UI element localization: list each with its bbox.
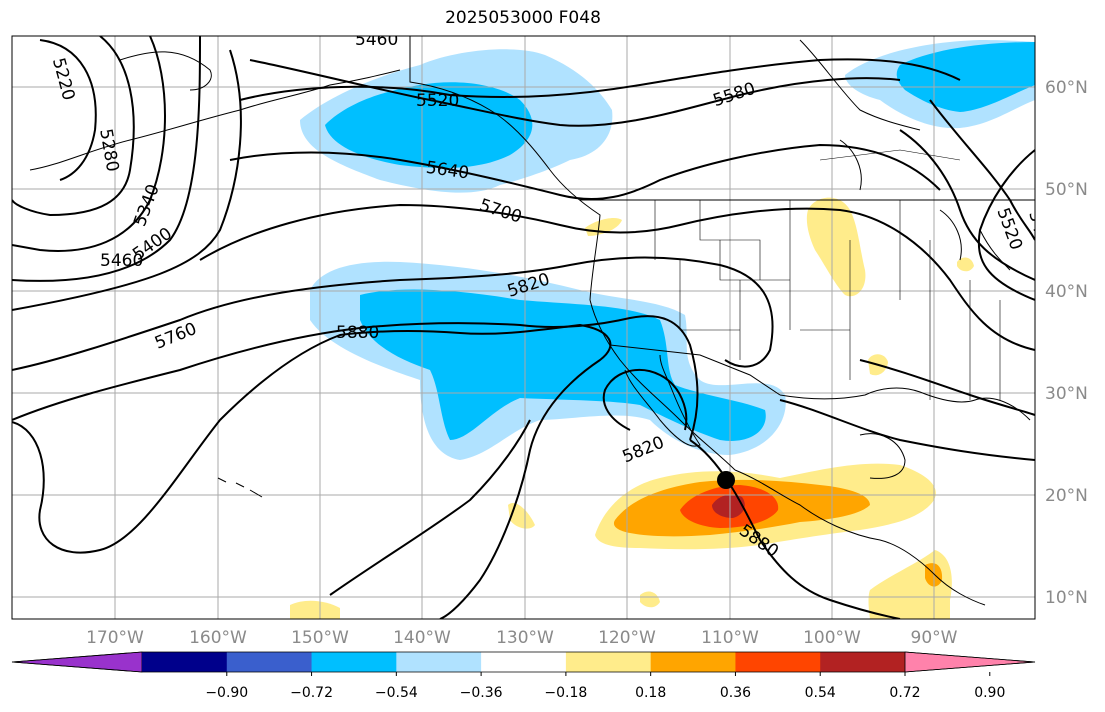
colorbar-label: 0.72 (889, 685, 920, 701)
colorbar-label: −0.36 (460, 685, 503, 701)
contour-east-1 (899, 129, 1035, 281)
yellow-region-us (806, 197, 866, 297)
contour-label: 5520 (416, 91, 459, 111)
contour-label: 5700 (477, 195, 524, 227)
height-contours (12, 36, 1035, 619)
graticule (12, 36, 1035, 619)
lon-label: 160°W (189, 628, 247, 648)
lon-label: 120°W (598, 628, 656, 648)
contour-5820 (12, 315, 699, 441)
contour-east-4 (779, 399, 1035, 461)
blue-region-north-pacific-dark (325, 82, 533, 168)
colorbar-swatch (481, 652, 567, 672)
yellow-region-small-5 (957, 257, 974, 272)
yellow-region-central-am (868, 550, 952, 619)
colorbar-label: 0.36 (720, 685, 751, 701)
mexico-coast (734, 469, 986, 606)
contour-5700 (199, 203, 1035, 351)
greatlakes-shore (839, 139, 1011, 271)
colorbar-label: −0.54 (375, 685, 418, 701)
lat-label: 60°N (1045, 78, 1088, 98)
contour-5220 (39, 39, 97, 181)
lat-label: 50°N (1045, 180, 1088, 200)
hawaii-islands (217, 477, 263, 498)
contour-label: 5280 (95, 127, 122, 173)
contour-label: 5760 (152, 319, 200, 354)
darkred-region-mexico (712, 494, 745, 518)
contour-label: 5460 (100, 251, 143, 271)
colorbar-label: 0.90 (974, 685, 1005, 701)
colorbar-swatch (396, 652, 482, 672)
colorbar-swatch (311, 652, 397, 672)
contour-5820b (602, 369, 688, 431)
yellow-region-small-3 (508, 502, 535, 529)
hudson-coast (799, 39, 921, 131)
contour-label: 5520 (992, 205, 1026, 252)
contour-label: 5460 (1024, 209, 1055, 256)
blue-region-central-pacific-dark (360, 289, 766, 441)
lat-label: 30°N (1045, 384, 1088, 404)
lon-label: 110°W (701, 628, 759, 648)
contour-5280 (12, 36, 135, 217)
contour-5640 (229, 143, 941, 201)
colorbar-extend-high (904, 651, 1036, 673)
longitude-labels: 170°W 160°W 150°W 140°W 130°W 120°W 110°… (86, 628, 958, 648)
canada-west-coast (409, 36, 601, 301)
black-dot-marker (717, 471, 735, 489)
lon-label: 170°W (86, 628, 144, 648)
lat-label: 10°N (1045, 588, 1088, 608)
lon-label: 100°W (803, 628, 861, 648)
latitude-labels: 60°N 50°N 40°N 30°N 20°N 10°N (1045, 78, 1088, 608)
contour-label: 5460 (355, 30, 398, 50)
negative-shading (300, 40, 1035, 460)
map-title: 2025053000 F048 (445, 8, 601, 28)
contour-label: 5880 (336, 323, 379, 343)
colorbar-label: −0.90 (205, 685, 248, 701)
colorbar-swatch (226, 652, 313, 672)
contour-5580 (239, 58, 961, 101)
contour-south-1 (329, 419, 531, 596)
lon-label: 150°W (291, 628, 349, 648)
colorbar-label: −0.72 (290, 685, 333, 701)
lon-label: 140°W (393, 628, 451, 648)
colorbar-swatch (820, 652, 906, 672)
contour-east-3 (977, 149, 1035, 301)
colorbar: −0.90 −0.72 −0.54 −0.36 −0.18 0.18 0.36 0.54 0.7… (11, 651, 1036, 701)
map-layers: 5460 5520 5580 5220 5280 5340 5400 5460 … (12, 30, 1055, 619)
contour-5460 (12, 49, 242, 311)
colorbar-swatch (565, 652, 652, 672)
contour-5880 (12, 323, 612, 619)
lat-label: 40°N (1045, 282, 1088, 302)
contour-label: 5220 (48, 56, 79, 103)
yucatan-coast (859, 433, 906, 479)
colorbar-swatch (735, 652, 821, 672)
contour-5760 (12, 256, 774, 371)
contour-east-2 (929, 99, 1035, 241)
contour-5340 (12, 36, 166, 252)
colorbar-label: 0.18 (635, 685, 666, 701)
colorbar-outline (11, 651, 1036, 673)
colorbar-label: 0.54 (805, 685, 836, 701)
colorbar-swatch (142, 652, 228, 672)
us-border-mexico (609, 344, 781, 396)
lon-label: 130°W (496, 628, 554, 648)
contour-5400 (12, 36, 201, 282)
contour-label: 5580 (711, 79, 758, 111)
lat-label: 20°N (1045, 486, 1088, 506)
colorbar-label: −0.18 (544, 685, 587, 701)
colorbar-extend-low (11, 651, 143, 673)
gulf-coast (779, 387, 1031, 421)
map-frame (11, 35, 1036, 620)
political-boundaries (654, 149, 1001, 400)
colorbar-swatch (650, 652, 736, 672)
contour-east-5 (859, 359, 1035, 416)
lon-label: 90°W (911, 628, 958, 648)
yellow-region-small-6 (640, 591, 660, 608)
yellow-region-small-4 (290, 600, 340, 619)
blue-region-canada-dark (896, 42, 1035, 112)
